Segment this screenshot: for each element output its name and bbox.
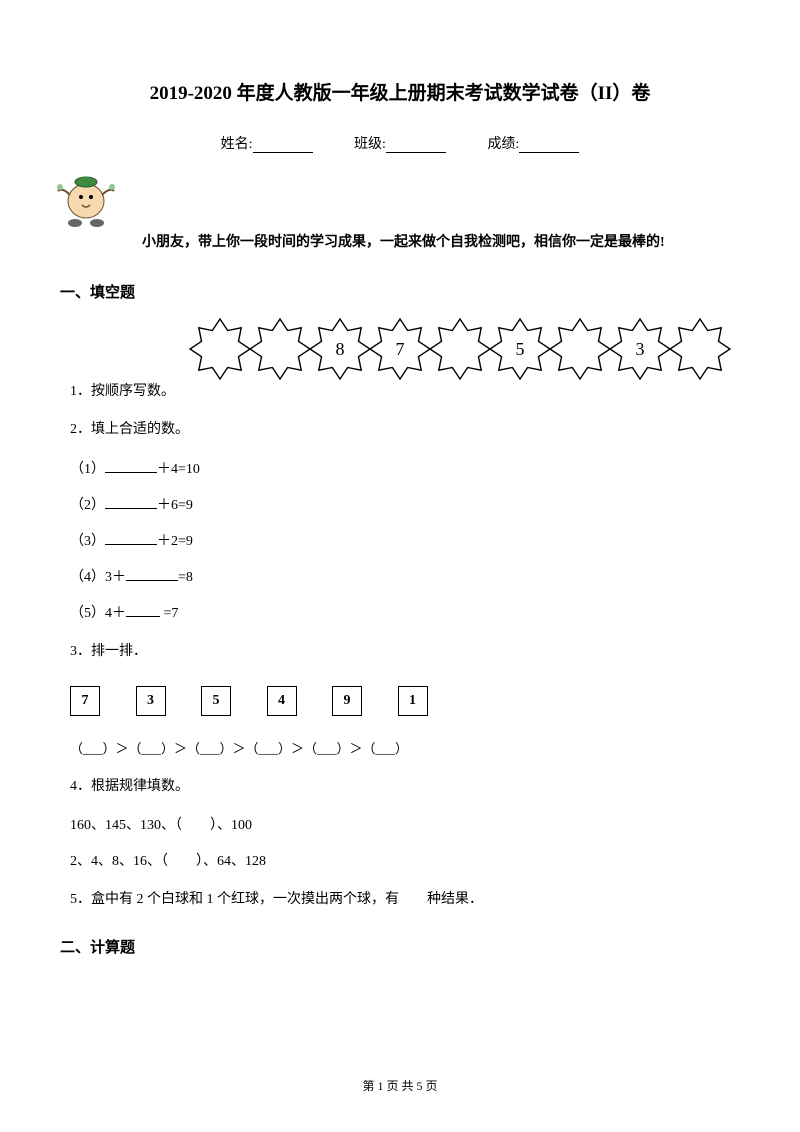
mascot-icon [52, 165, 120, 233]
svg-text:8: 8 [336, 339, 345, 359]
q2-label: 2．填上合适的数。 [70, 418, 730, 442]
name-blank[interactable] [253, 138, 313, 153]
q5-text-a: 5．盒中有 2 个白球和 1 个红球，一次摸出两个球，有 [70, 892, 399, 907]
q2-sub-4: （4）3＋=8 [70, 566, 730, 586]
q4-line1: 160、145、130、（ ）、100 [70, 814, 730, 834]
svg-text:5: 5 [516, 339, 525, 359]
q3-label: 3．排一排． [70, 640, 730, 664]
score-blank[interactable] [519, 138, 579, 153]
section-1-heading: 一、填空题 [60, 281, 730, 302]
score-label: 成绩: [487, 137, 519, 152]
encourage-text: 小朋友，带上你一段时间的学习成果，一起来做个自我检测吧，相信你一定是最棒的! [142, 231, 665, 251]
q2-blank-4[interactable] [126, 568, 178, 581]
box-0: 7 [70, 686, 100, 716]
q2-sub-3: （3）＋2=9 [70, 530, 730, 550]
box-5: 1 [398, 686, 428, 716]
exam-title: 2019-2020 年度人教版一年级上册期末考试数学试卷（II）卷 [70, 78, 730, 105]
class-blank[interactable] [386, 138, 446, 153]
q2-blank-2[interactable] [105, 496, 157, 509]
info-row: 姓名: 班级: 成绩: [70, 133, 730, 153]
q5: 5．盒中有 2 个白球和 1 个红球，一次摸出两个球，有 种结果． [70, 888, 730, 912]
q2-sub-2: （2）＋6=9 [70, 494, 730, 514]
q1-label: 1．按顺序写数。 [70, 380, 175, 400]
page-footer: 第 1 页 共 5 页 [0, 1077, 800, 1094]
q2-blank-5[interactable] [126, 604, 160, 617]
box-4: 9 [332, 686, 362, 716]
q2-sub-5: （5）4＋ =7 [70, 602, 730, 622]
box-1: 3 [136, 686, 166, 716]
box-2: 5 [201, 686, 231, 716]
svg-text:3: 3 [636, 339, 645, 359]
q3-boxes: 7 3 5 4 9 1 [70, 686, 730, 716]
svg-text:7: 7 [396, 339, 405, 359]
q1-row: 1．按顺序写数。 8 7 5 3 [70, 320, 730, 400]
section-2-heading: 二、计算题 [60, 936, 730, 957]
q4-line2: 2、4、8、16、（ ）、64、128 [70, 850, 730, 870]
q4-label: 4．根据规律填数。 [70, 775, 730, 799]
name-label: 姓名: [221, 137, 253, 152]
q2-sub-1: （1）＋4=10 [70, 458, 730, 478]
q2-blank-3[interactable] [105, 532, 157, 545]
q2-blank-1[interactable] [105, 460, 157, 473]
q5-text-b: 种结果． [427, 892, 483, 907]
box-3: 4 [267, 686, 297, 716]
q3-paren-row: （___）＞（___）＞（___）＞（___）＞（___）＞（___） [70, 738, 730, 757]
star-sequence: 8 7 5 3 [188, 314, 740, 389]
mascot-row: 小朋友，带上你一段时间的学习成果，一起来做个自我检测吧，相信你一定是最棒的! [70, 171, 730, 261]
class-label: 班级: [354, 137, 386, 152]
